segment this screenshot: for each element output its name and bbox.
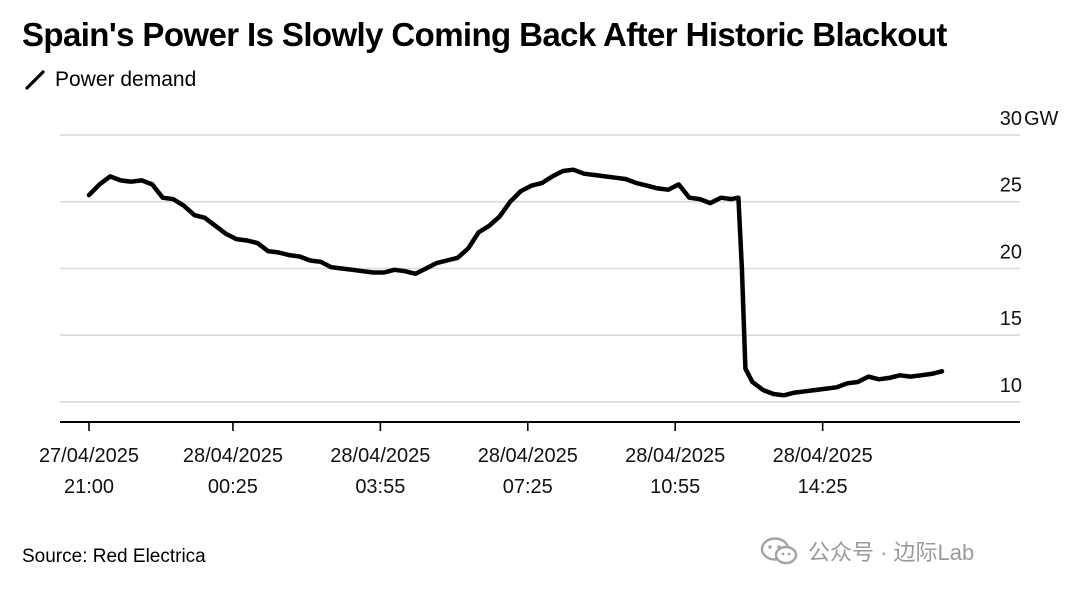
wechat-icon <box>760 537 798 565</box>
y-tick-label: 30 <box>1000 108 1022 130</box>
x-tick-date: 28/04/2025 <box>625 445 725 467</box>
legend: Power demand <box>24 68 196 92</box>
x-tick-time: 21:00 <box>64 476 114 498</box>
y-tick-label: 25 <box>1000 175 1022 197</box>
x-tick-date: 28/04/2025 <box>478 445 578 467</box>
x-tick-date: 27/04/2025 <box>39 445 139 467</box>
x-tick-date: 28/04/2025 <box>330 445 430 467</box>
x-axis: 27/04/2025 21:00 28/04/2025 00:25 28/04/2025… <box>39 422 873 498</box>
legend-label: Power demand <box>55 68 197 91</box>
series-line-power-demand <box>86 167 945 398</box>
grid <box>60 134 1020 423</box>
line-chart: 30 GW 25 20 15 10 27/04/2025 21:00 28/04/2025 00… <box>39 108 1059 498</box>
chart-title: Spain's Power Is Slowly Coming Back Afte… <box>22 16 947 53</box>
y-axis: 30 GW 25 20 15 10 <box>1000 108 1059 397</box>
x-tick-time: 00:25 <box>208 476 258 498</box>
x-tick-date: 28/04/2025 <box>773 445 873 467</box>
watermark-text: 公众号 · 边际Lab <box>808 540 975 565</box>
legend-line-icon <box>25 70 45 90</box>
x-tick-date: 28/04/2025 <box>183 445 283 467</box>
y-tick-label: 15 <box>1000 308 1022 330</box>
y-tick-label: 10 <box>1000 375 1022 397</box>
x-tick-time: 14:25 <box>798 476 848 498</box>
y-unit-label: GW <box>1024 108 1059 130</box>
y-tick-label: 20 <box>1000 241 1022 263</box>
watermark: 公众号 · 边际Lab <box>760 535 974 567</box>
x-tick-time: 10:55 <box>650 476 700 498</box>
x-tick-time: 07:25 <box>503 476 553 498</box>
x-tick-time: 03:55 <box>355 476 405 498</box>
source-note: Source: Red Electrica <box>22 546 206 567</box>
